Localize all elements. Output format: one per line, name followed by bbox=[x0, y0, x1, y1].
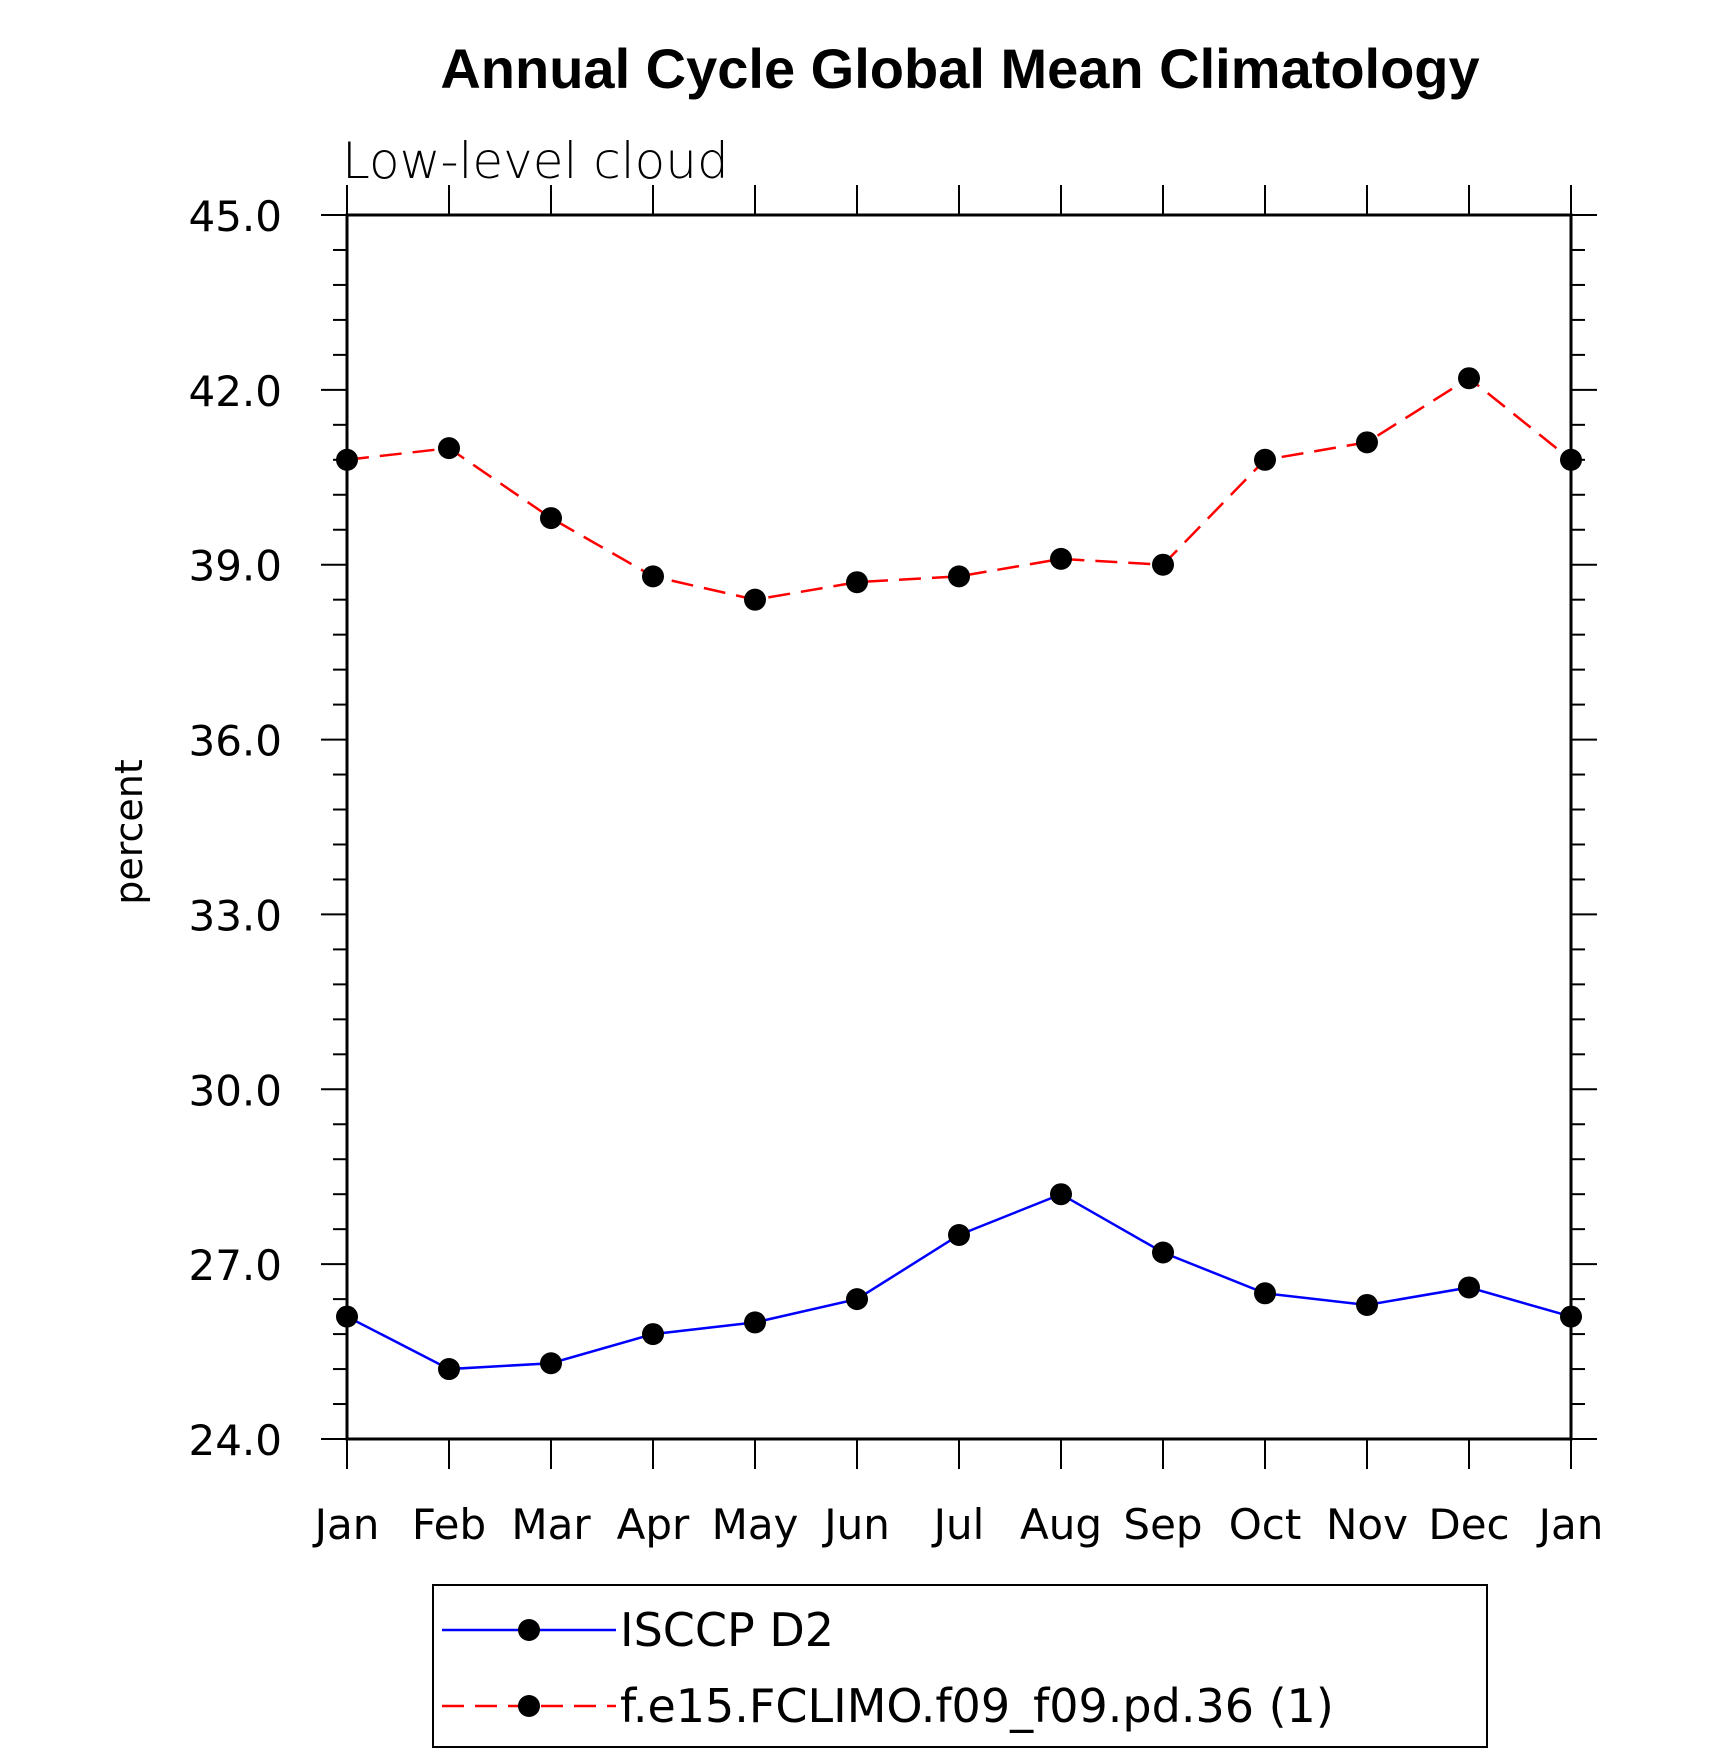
data-point-series-1 bbox=[1560, 1305, 1582, 1328]
x-tick-label: Jan bbox=[312, 1500, 380, 1549]
data-point-series-2 bbox=[540, 507, 562, 530]
data-point-series-2 bbox=[1356, 431, 1378, 454]
chart-title: Annual Cycle Global Mean Climatology bbox=[440, 37, 1479, 100]
data-point-series-1 bbox=[948, 1224, 970, 1246]
data-point-series-2 bbox=[336, 448, 358, 471]
data-point-series-1 bbox=[1152, 1241, 1174, 1264]
data-point-series-1 bbox=[1254, 1282, 1276, 1305]
legend-box bbox=[432, 1584, 1488, 1748]
legend: ISCCP D2 f.e15.FCLIMO.f09_f09.pd.36 (1) bbox=[432, 1584, 1488, 1748]
data-point-series-1 bbox=[540, 1352, 562, 1375]
data-point-series-1 bbox=[1050, 1183, 1072, 1206]
x-tick-label: Feb bbox=[412, 1500, 486, 1549]
x-tick-label: Jul bbox=[931, 1500, 985, 1549]
y-tick-label: 42.0 bbox=[188, 367, 282, 416]
data-point-series-1 bbox=[642, 1323, 664, 1346]
data-point-series-1 bbox=[438, 1358, 460, 1381]
y-tick-label: 45.0 bbox=[188, 192, 282, 241]
legend-marker-series-1 bbox=[518, 1619, 540, 1641]
data-point-series-2 bbox=[642, 565, 664, 588]
data-point-series-1 bbox=[336, 1305, 358, 1328]
data-point-series-2 bbox=[1152, 553, 1174, 576]
legend-label-series-2: f.e15.FCLIMO.f09_f09.pd.36 (1) bbox=[620, 1679, 1334, 1733]
data-point-series-2 bbox=[1050, 547, 1072, 570]
data-point-series-1 bbox=[744, 1311, 766, 1334]
x-tick-label: May bbox=[712, 1500, 799, 1549]
data-point-series-2 bbox=[1254, 448, 1276, 471]
series-line-1 bbox=[346, 1192, 1572, 1371]
x-tick-label: Nov bbox=[1326, 1500, 1408, 1549]
y-tick-label: 39.0 bbox=[188, 542, 282, 591]
data-point-series-2 bbox=[1458, 367, 1480, 390]
plot-area: 24.0 27.0 30.0 33.0 36.0 39.0 42.0 45.0 Jan Feb Ma… bbox=[188, 185, 1603, 1549]
legend-marker-series-2 bbox=[518, 1695, 540, 1717]
data-point-series-1 bbox=[846, 1288, 868, 1311]
x-tick-label: Sep bbox=[1123, 1500, 1202, 1549]
legend-label-series-1: ISCCP D2 bbox=[620, 1603, 834, 1657]
data-point-series-2 bbox=[846, 571, 868, 594]
x-tick-label: Jan bbox=[1536, 1500, 1604, 1549]
x-tick-label: Apr bbox=[617, 1500, 690, 1549]
data-point-series-2 bbox=[438, 437, 460, 460]
x-tick-label: Oct bbox=[1229, 1500, 1302, 1549]
data-point-series-2 bbox=[1560, 448, 1582, 471]
y-tick-label: 33.0 bbox=[188, 891, 282, 940]
data-point-series-2 bbox=[948, 565, 970, 588]
x-tick-label: Mar bbox=[511, 1500, 591, 1549]
chart-subtitle: Low-level cloud bbox=[342, 132, 729, 190]
plot-frame bbox=[345, 213, 1573, 1441]
y-tick-label: 36.0 bbox=[188, 717, 282, 766]
y-axis-label: percent bbox=[107, 759, 151, 905]
y-tick-label: 24.0 bbox=[188, 1416, 282, 1465]
x-tick-label: Dec bbox=[1428, 1500, 1509, 1549]
data-point-series-1 bbox=[1356, 1293, 1378, 1316]
x-tick-label: Aug bbox=[1020, 1500, 1102, 1549]
y-tick-label: 27.0 bbox=[188, 1241, 282, 1290]
x-tick-label: Jun bbox=[821, 1500, 890, 1549]
data-point-series-1 bbox=[1458, 1276, 1480, 1299]
y-tick-label: 30.0 bbox=[188, 1066, 282, 1115]
data-point-series-2 bbox=[744, 588, 766, 611]
